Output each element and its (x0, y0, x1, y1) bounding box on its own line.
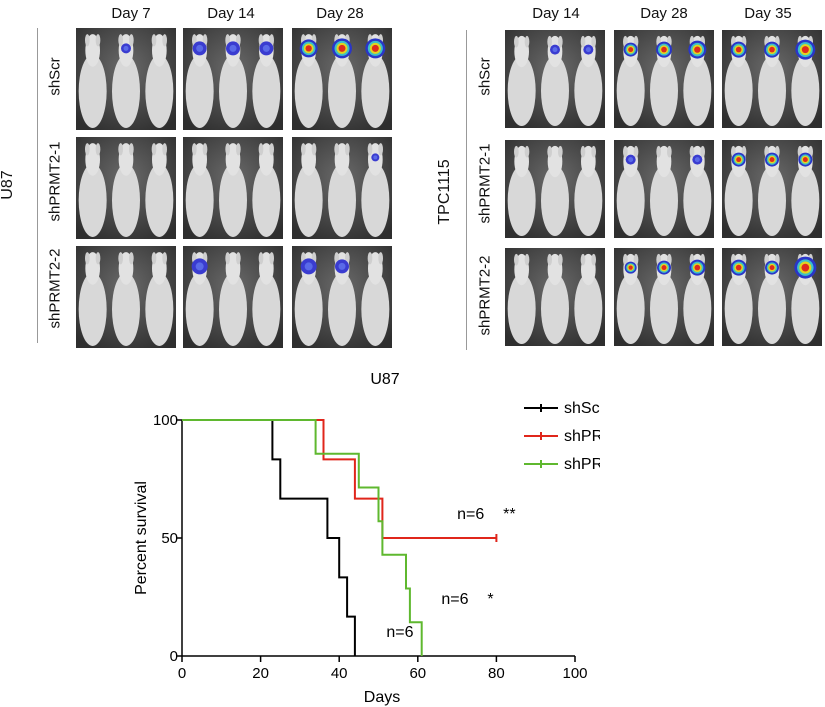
significance-marker: * (487, 591, 493, 608)
u87-panel-r2-c1 (76, 137, 176, 239)
x-tick-label: 40 (331, 665, 348, 682)
u87-panel-r3-c2 (183, 246, 283, 348)
tpc-panel-r3-c3 (722, 248, 822, 346)
mouse-silhouette (252, 252, 281, 346)
x-axis-label: Days (364, 689, 400, 706)
mouse-silhouette (252, 34, 281, 128)
u87-cell-line-label: U87 (0, 170, 16, 200)
mouse-silhouette (112, 143, 140, 237)
chart-title: U87 (370, 371, 399, 388)
u87-row-label-shprmt2-1: shPRMT2-1 (46, 141, 64, 222)
tpc-row-label-shprmt2-2: shPRMT2-2 (476, 255, 494, 336)
x-tick-label: 60 (409, 665, 426, 682)
u87-panel-r1-c1 (76, 28, 176, 130)
u87-panel-r3-c1 (76, 246, 176, 348)
sample-size-annotation: n=6 (441, 591, 468, 608)
tpc-panel-r3-c1 (505, 248, 605, 346)
u87-panel-r2-c2 (183, 137, 283, 239)
x-tick-label: 100 (562, 665, 587, 682)
mouse-silhouette (219, 143, 247, 237)
tpc-panel-r2-c2 (614, 140, 714, 238)
mouse-silhouette (145, 252, 174, 346)
tpc-day-label-2: Day 28 (640, 5, 688, 22)
mouse-silhouette (507, 35, 536, 127)
x-tick-label: 0 (178, 665, 186, 682)
mouse-silhouette (145, 143, 174, 237)
legend-label: shScr (564, 400, 600, 417)
tpc-panel-r1-c1 (505, 30, 605, 128)
mouse-silhouette (78, 143, 107, 237)
mouse-silhouette (112, 34, 140, 128)
sample-size-annotation: n=6 (457, 506, 484, 523)
tpc-panel-r2-c1 (505, 140, 605, 238)
u87-panel-r1-c2 (183, 28, 283, 130)
y-tick-label: 0 (170, 648, 178, 665)
mouse-silhouette (112, 252, 140, 346)
tpc-cell-line-label: TPC1115 (436, 159, 453, 225)
mouse-silhouette (507, 253, 536, 345)
tpc-divider-line (466, 30, 467, 350)
mouse-silhouette (78, 252, 107, 346)
mouse-silhouette (507, 145, 536, 237)
mouse-silhouette (616, 145, 645, 237)
sample-size-annotation: n=6 (386, 624, 413, 641)
u87-row-label-shscr: shScr (46, 57, 64, 96)
y-tick-label: 50 (161, 530, 178, 547)
mouse-silhouette (328, 143, 356, 237)
u87-day-label-3: Day 28 (316, 5, 364, 22)
tpc-panel-r3-c2 (614, 248, 714, 346)
mouse-silhouette (574, 253, 603, 345)
mouse-silhouette (361, 252, 390, 346)
tpc-day-label-1: Day 14 (532, 5, 580, 22)
mouse-silhouette (541, 253, 569, 345)
u87-row-label-shprmt2-2: shPRMT2-2 (46, 248, 64, 329)
mouse-silhouette (78, 34, 107, 128)
tpc-row-label-shscr: shScr (476, 57, 494, 96)
mouse-silhouette (294, 143, 323, 237)
u87-day-label-1: Day 7 (111, 5, 151, 22)
mouse-silhouette (541, 35, 569, 127)
mouse-silhouette (541, 145, 569, 237)
legend-label: shPRMT2-2 (564, 456, 600, 473)
mouse-silhouette (616, 253, 645, 345)
u87-divider-line (37, 28, 38, 343)
significance-marker: ** (503, 506, 515, 523)
mouse-silhouette (574, 145, 603, 237)
mouse-silhouette (219, 252, 247, 346)
legend-label: shPRMT2-1 (564, 428, 600, 445)
u87-panel-r2-c3 (292, 137, 392, 239)
mouse-silhouette (145, 34, 174, 128)
x-tick-label: 80 (488, 665, 505, 682)
y-axis-label: Percent survival (133, 481, 150, 595)
survival-curve-shprmt2-1 (182, 419, 497, 539)
x-tick-label: 20 (252, 665, 269, 682)
u87-panel-r3-c3 (292, 246, 392, 348)
mouse-silhouette (328, 252, 356, 346)
tpc-row-label-shprmt2-1: shPRMT2-1 (476, 143, 494, 224)
survival-curve-shprmt2-2 (182, 419, 423, 656)
tpc-panel-r1-c2 (614, 30, 714, 128)
tpc-day-label-3: Day 35 (744, 5, 792, 22)
survival-chart: U87 0 20 40 60 80 100 0 50 100 n=6 n=6 ** n=6 * shSc… (133, 371, 600, 706)
tpc-panel-r2-c3 (722, 140, 822, 238)
mouse-silhouette (650, 145, 678, 237)
mouse-silhouette (252, 143, 281, 237)
survival-curve-shscr (182, 419, 356, 656)
u87-panel-r1-c3 (292, 28, 392, 130)
y-tick-label: 100 (153, 412, 178, 429)
u87-day-label-2: Day 14 (207, 5, 255, 22)
mouse-silhouette (185, 143, 214, 237)
tpc-panel-r1-c3 (722, 30, 822, 128)
